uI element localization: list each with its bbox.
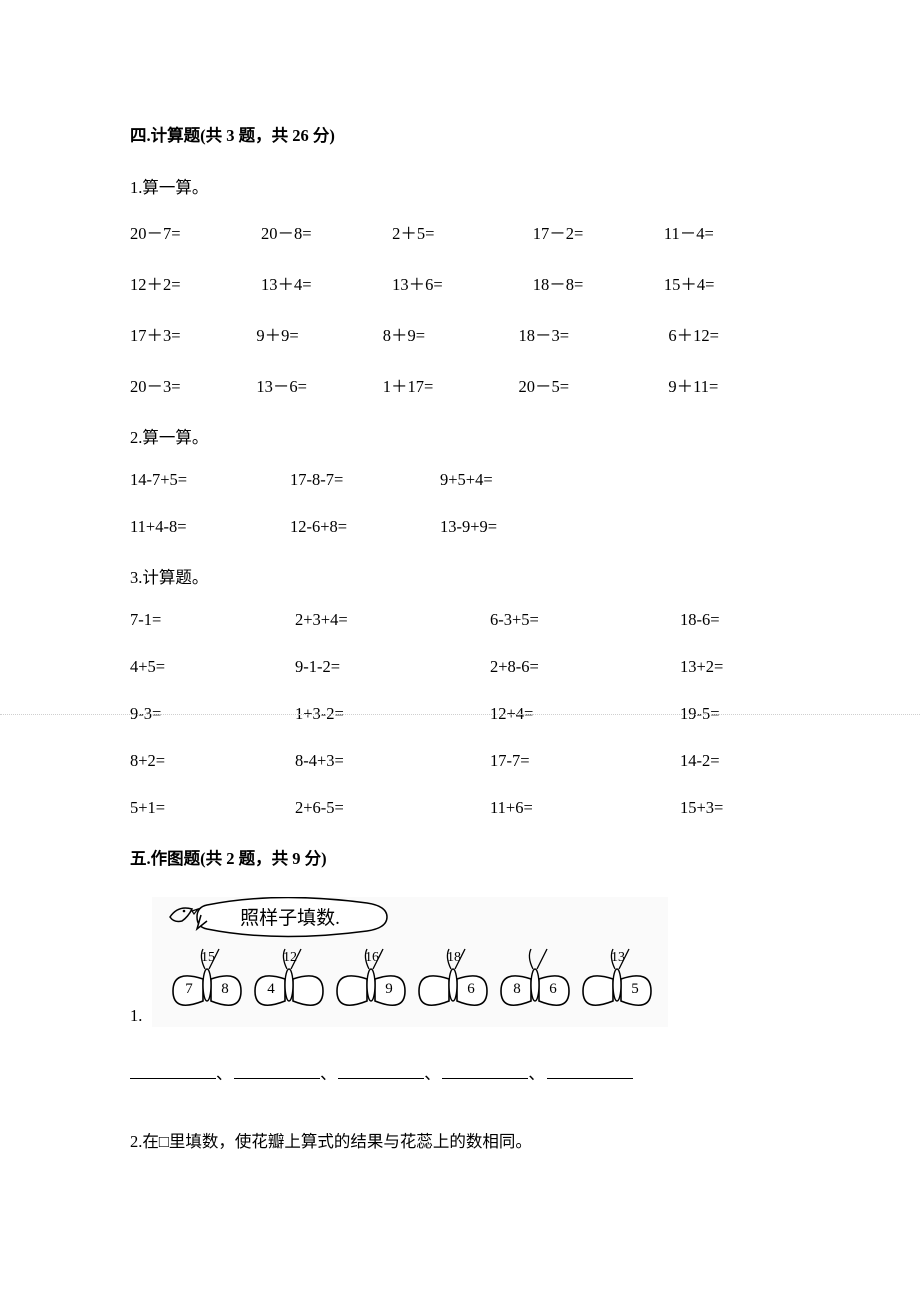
math-cell: 2+3+4= [295,610,490,630]
math-cell: 12+4= [490,704,680,724]
math-cell: 7-1= [130,610,295,630]
math-cell: 8+2= [130,751,295,771]
math-cell: 2+8-6= [490,657,680,677]
svg-text:18: 18 [447,950,461,965]
q5-1-label: 1. [130,1006,142,1032]
q4-1-row-2: 17＋3= 9＋9= 8＋9= 18－3= 6＋12= [130,322,790,346]
math-cell: 11－4= [664,220,790,244]
answer-blank[interactable] [130,1060,216,1079]
q4-2-row-0: 14-7+5= 17-8-7= 9+5+4= [130,470,790,490]
math-cell: 6-3+5= [490,610,680,630]
answer-blank[interactable] [547,1060,633,1079]
math-cell: 15+3= [680,798,790,818]
math-cell: 18－3= [519,322,669,346]
svg-text:6: 6 [550,981,558,997]
math-cell: 17＋3= [130,322,256,346]
answer-blank[interactable] [338,1060,424,1079]
q5-1-container: 1. 照样子填数. 15 7 8 12 4 16 9 18 6 8 6 13 5 [130,897,790,1032]
math-cell: 17-7= [490,751,680,771]
math-cell: 12-6+8= [290,517,440,537]
math-cell: 20－7= [130,220,261,244]
svg-text:5: 5 [632,981,640,997]
butterfly-figure: 照样子填数. 15 7 8 12 4 16 9 18 6 8 6 13 5 [152,897,668,1032]
math-cell: 13-9+9= [440,517,580,537]
math-cell: 8＋9= [383,322,519,346]
math-cell: 6＋12= [668,322,790,346]
math-cell: 8-4+3= [295,751,490,771]
math-cell: 11+4-8= [130,517,290,537]
svg-text:16: 16 [365,950,379,965]
q4-1-label: 1.算一算。 [130,174,790,198]
math-cell: 13＋4= [261,271,392,295]
math-cell: 4+5= [130,657,295,677]
math-cell: 14-2= [680,751,790,771]
q4-3-row-2: 9-3= 1+3-2= 12+4= 19-5= [130,704,790,724]
answer-blank[interactable] [234,1060,320,1079]
speech-bubble: 照样子填数. [197,897,387,936]
q4-2-label: 2.算一算。 [130,424,790,448]
math-cell: 17-8-7= [290,470,440,490]
math-cell: 12＋2= [130,271,261,295]
math-cell: 9＋9= [256,322,382,346]
q4-1-row-3: 20－3= 13－6= 1＋17= 20－5= 9＋11= [130,373,790,397]
butterfly-svg: 照样子填数. 15 7 8 12 4 16 9 18 6 8 6 13 5 [152,897,668,1027]
math-cell: 13＋6= [392,271,533,295]
q4-3-row-4: 5+1= 2+6-5= 11+6= 15+3= [130,798,790,818]
math-cell: 18－8= [533,271,664,295]
svg-text:4: 4 [268,981,276,997]
separator: 、 [528,1060,542,1084]
q5-2-label: 2.在□里填数，使花瓣上算式的结果与花蕊上的数相同。 [130,1128,790,1152]
svg-text:6: 6 [468,981,476,997]
math-cell: 1＋17= [383,373,519,397]
separator: 、 [320,1060,334,1084]
svg-text:15: 15 [201,950,215,965]
svg-text:8: 8 [514,981,522,997]
math-cell: 20－3= [130,373,256,397]
q4-2-row-1: 11+4-8= 12-6+8= 13-9+9= [130,517,790,537]
q4-3-row-0: 7-1= 2+3+4= 6-3+5= 18-6= [130,610,790,630]
math-cell: 9+5+4= [440,470,580,490]
q4-1-row-0: 20－7= 20－8= 2＋5= 17－2= 11－4= [130,220,790,244]
math-cell: 1+3-2= [295,704,490,724]
svg-text:12: 12 [283,950,297,965]
math-cell: 13－6= [256,373,382,397]
math-cell: 15＋4= [664,271,790,295]
math-cell: 9-3= [130,704,295,724]
math-cell: 2+6-5= [295,798,490,818]
q4-3-row-3: 8+2= 8-4+3= 17-7= 14-2= [130,751,790,771]
math-cell: 11+6= [490,798,680,818]
section4-header: 四.计算题(共 3 题，共 26 分) [130,122,790,146]
q5-1-blanks: 、 、 、 、 [130,1060,790,1084]
math-cell: 5+1= [130,798,295,818]
math-cell: 14-7+5= [130,470,290,490]
math-cell: 9-1-2= [295,657,490,677]
separator: 、 [216,1060,230,1084]
math-cell: 9＋11= [668,373,790,397]
svg-text:8: 8 [222,981,230,997]
svg-text:13: 13 [611,950,625,965]
math-cell: 20－5= [519,373,669,397]
math-cell: 19-5= [680,704,790,724]
math-cell: 2＋5= [392,220,533,244]
svg-text:7: 7 [186,981,194,997]
separator: 、 [424,1060,438,1084]
q4-1-row-1: 12＋2= 13＋4= 13＋6= 18－8= 15＋4= [130,271,790,295]
q4-3-label: 3.计算题。 [130,564,790,588]
svg-text:9: 9 [386,981,394,997]
q4-3-row-1: 4+5= 9-1-2= 2+8-6= 13+2= [130,657,790,677]
section5-header: 五.作图题(共 2 题，共 9 分) [130,845,790,869]
math-cell: 18-6= [680,610,790,630]
answer-blank[interactable] [442,1060,528,1079]
math-cell: 20－8= [261,220,392,244]
math-cell: 17－2= [533,220,664,244]
math-cell: 13+2= [680,657,790,677]
bubble-text: 照样子填数. [240,907,340,929]
